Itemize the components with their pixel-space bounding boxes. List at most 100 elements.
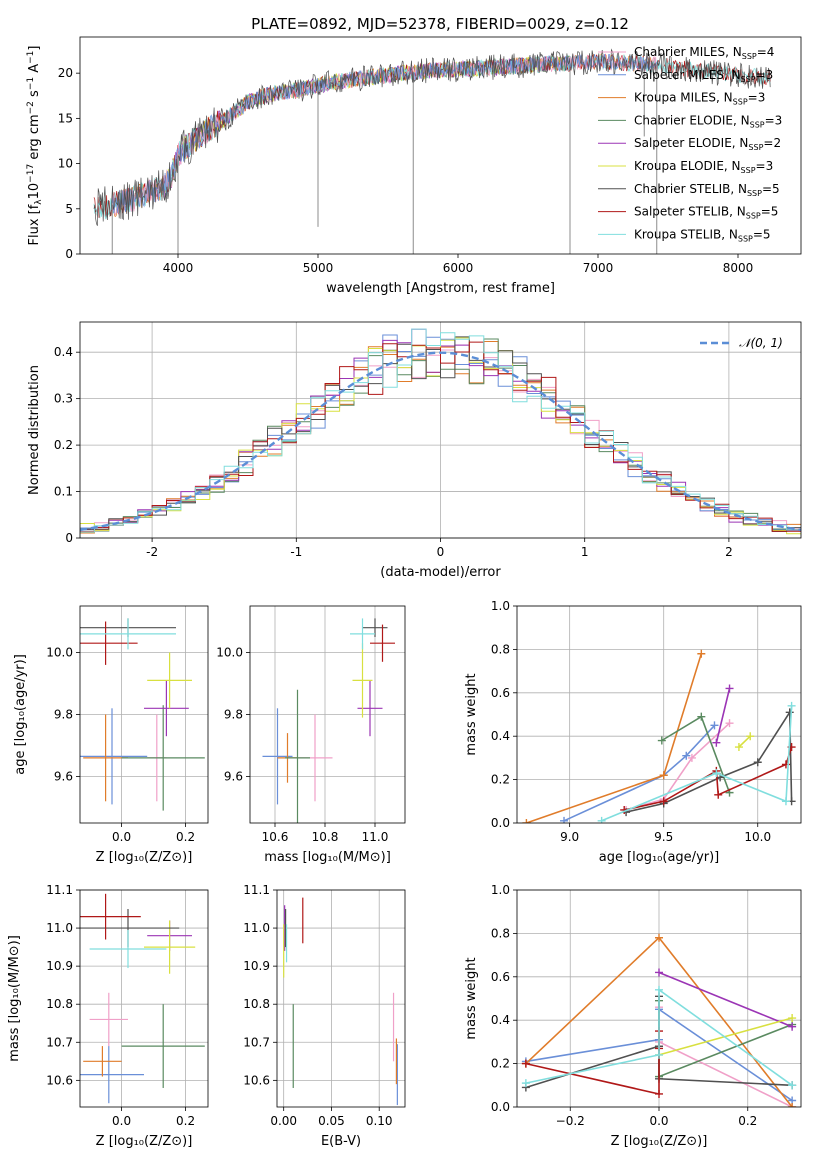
y-tick-label: 0.4: [491, 729, 510, 743]
legend-entry: Salpeter STELIB, NSSP=5: [634, 205, 778, 221]
y-tick-label: 9.6: [224, 770, 243, 784]
y-tick-label: 10.0: [46, 646, 73, 660]
series-marker: [655, 968, 663, 977]
x-tick-label: 9.5: [654, 830, 673, 844]
y-tick-label: 10.8: [46, 997, 73, 1011]
y-tick-label: 10.0: [216, 646, 243, 660]
x-tick-label: −0.2: [556, 1114, 585, 1128]
age-vs-metallicity-panel: 0.0 0.2 9.6 9.8 10.0 Z [log₁₀(Z/Z⊙)] age [log₁…: [13, 605, 209, 865]
plot-area: [93, 48, 771, 254]
plot-area: [80, 893, 205, 1104]
data-point: [89, 992, 128, 1047]
figure-title: PLATE=0892, MJD=52378, FIBERID=0029, z=0…: [251, 15, 629, 33]
y-tick-label: 0.8: [491, 926, 510, 940]
age-vs-mass-panel: 10.6 10.8 11.0 9.6 9.8 10.0 mass [log₁₀(M/M⊙)]: [216, 605, 406, 865]
y-tick-label: 10.9: [243, 959, 270, 973]
y-tick-label: 9.8: [224, 708, 243, 722]
legend-entry: Chabrier MILES, NSSP=4: [634, 45, 774, 61]
y-tick-label: 10.9: [46, 959, 73, 973]
data-point: [121, 1004, 205, 1088]
y-tick-label: 11.0: [46, 921, 73, 935]
y-tick-label: 0.4: [54, 345, 73, 359]
y-tick-label: 9.8: [54, 708, 73, 722]
x-tick-label: 0: [437, 545, 445, 559]
series-marker: [788, 1081, 797, 1090]
x-tick-label: 0.0: [649, 1114, 668, 1128]
series-marker: [655, 933, 663, 942]
series-marker: [781, 797, 790, 806]
x-tick-label: 0.2: [176, 1114, 195, 1128]
series-line: [563, 724, 716, 822]
data-point: [80, 618, 176, 650]
series-marker: [753, 758, 762, 767]
x-tick-label: 4000: [163, 261, 194, 275]
x-tick-label: 5000: [303, 261, 334, 275]
x-tick-label: -1: [290, 545, 302, 559]
axes-frame: [79, 36, 802, 255]
series-marker: [746, 732, 755, 741]
y-tick-label: 0.2: [491, 773, 510, 787]
x-tick-label: 10.8: [312, 830, 339, 844]
series-line: [525, 988, 793, 1086]
y-tick-label: 0.6: [491, 686, 510, 700]
plot-area: [80, 618, 205, 811]
y-axis-label: Flux [fλ10−17 erg cm−2 s−1 A−1]: [26, 46, 44, 246]
series-marker: [712, 769, 721, 778]
y-tick-label: 0.0: [491, 1100, 510, 1114]
x-axis-label: mass [log₁₀(M/M⊙)]: [264, 850, 391, 865]
data-point: [370, 624, 395, 662]
series-marker: [697, 649, 706, 658]
series-marker: [655, 1050, 663, 1059]
y-tick-label: 1.0: [491, 599, 510, 613]
y-tick-label: 0.2: [491, 1057, 510, 1071]
series-marker: [682, 751, 691, 760]
series-marker: [597, 816, 606, 823]
x-tick-label: 11.0: [362, 830, 389, 844]
plot-area: [283, 897, 398, 1106]
axes-frame: [249, 605, 406, 824]
series-marker: [785, 708, 794, 717]
series-marker: [714, 790, 723, 799]
x-axis-label: (data-model)/error: [380, 565, 501, 580]
y-tick-label: 0.0: [491, 816, 510, 830]
series-line: [658, 1000, 793, 1078]
x-axis-label: Z [log₁₀(Z/Z⊙)]: [96, 1134, 193, 1149]
series-marker: [659, 771, 668, 780]
x-tick-label: 10.6: [262, 830, 289, 844]
series-marker: [788, 1022, 797, 1031]
y-tick-label: 0: [65, 247, 73, 261]
y-tick-label: 0: [65, 531, 73, 545]
series-salpeter-elodie: [655, 968, 797, 1031]
y-tick-label: 0.6: [491, 970, 510, 984]
x-tick-label: 2: [725, 545, 733, 559]
x-tick-label: 0.10: [366, 1114, 393, 1128]
y-tick-label: 0.3: [54, 392, 73, 406]
residuals-panel: -2 -1 0 1 2 0 0.1 0.2 0.3 0.4 (data-model)/error No…: [27, 321, 802, 580]
y-tick-label: 10.7: [46, 1035, 73, 1049]
y-tick-label: 10.6: [46, 1073, 73, 1087]
series-line: [625, 709, 793, 813]
spectrum-panel: 4000 5000 6000 7000 8000 0 5 10 15 20 wavelength […: [26, 36, 802, 296]
legend-entry: Salpeter MILES, NSSP=3: [634, 68, 773, 84]
x-axis-label: age [log₁₀(age/yr)]: [599, 850, 720, 865]
x-tick-label: 8000: [723, 261, 754, 275]
data-point: [83, 1046, 122, 1077]
series-kroupa-miles: [522, 649, 706, 823]
data-point: [285, 689, 310, 823]
plot-area: [80, 328, 801, 538]
axes-frame: [79, 605, 209, 824]
plot-area: [522, 649, 796, 823]
legend-entry: 𝒩(0, 1): [739, 336, 783, 350]
series-marker: [725, 719, 734, 728]
legend-entry: Chabrier ELODIE, NSSP=3: [634, 113, 782, 129]
y-tick-label: 10.8: [243, 997, 270, 1011]
y-tick-label: 0.4: [491, 1013, 510, 1027]
y-tick-label: 0.2: [54, 438, 73, 452]
x-tick-label: 9.0: [560, 830, 579, 844]
series-chabrier-miles: [622, 719, 734, 814]
spectrum-line: [111, 53, 657, 214]
x-tick-label: 0.05: [318, 1114, 345, 1128]
data-point: [350, 618, 375, 650]
y-axis-label: mass weight: [464, 957, 479, 1039]
